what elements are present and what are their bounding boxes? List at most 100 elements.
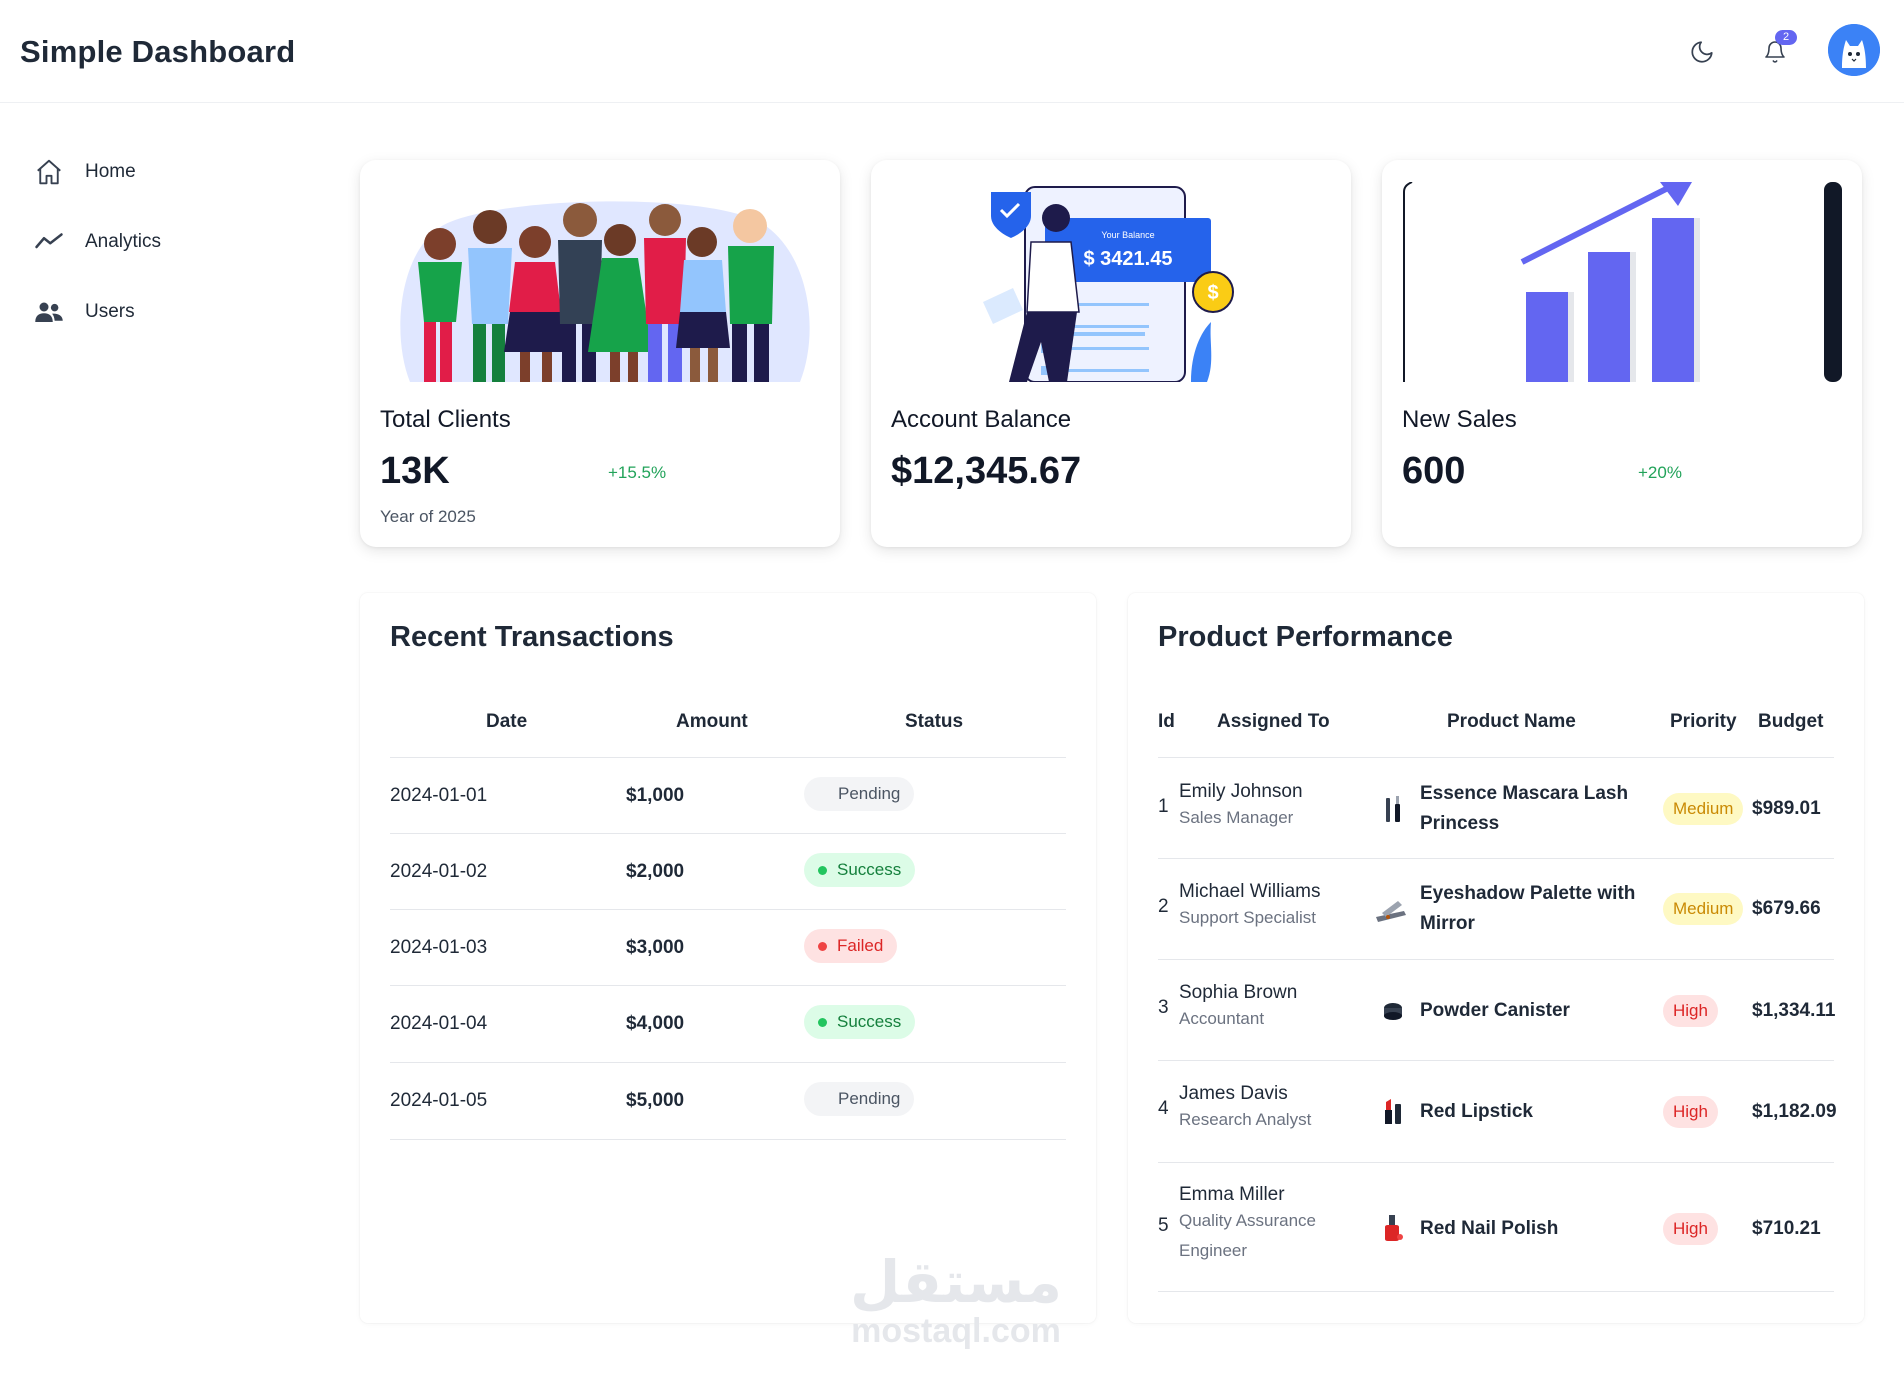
watermark-arabic: مستقل — [849, 1248, 1063, 1316]
sidebar-item-users[interactable]: Users — [32, 292, 312, 332]
clients-group-illustration — [400, 201, 810, 382]
lipstick-icon — [1385, 1099, 1401, 1124]
column-header-id[interactable]: Id — [1158, 711, 1175, 732]
total-clients-card: Total Clients 13K +15.5% Year of 2025 — [360, 160, 840, 547]
budget-value: $1,334.11 — [1752, 1000, 1836, 1021]
column-header-status[interactable]: Status — [905, 711, 964, 732]
illustration-balance-label: Your Balance — [1101, 230, 1154, 240]
trend-line-icon — [32, 225, 66, 259]
cell-amount: $4,000 — [626, 1013, 685, 1034]
cell-amount: $3,000 — [626, 937, 685, 958]
card-title: New Sales — [1402, 406, 1517, 433]
illustration-balance-value: $ 3421.45 — [1084, 248, 1173, 270]
status-badge: Pending — [804, 1082, 915, 1116]
cat-avatar-icon — [1828, 24, 1880, 76]
budget-value: $710.21 — [1752, 1218, 1821, 1239]
budget-value: $989.01 — [1752, 798, 1821, 819]
assignee-role: Quality Assurance Engineer — [1179, 1211, 1317, 1260]
column-header-date[interactable]: Date — [486, 711, 528, 732]
status-badge: Failed — [804, 929, 898, 963]
product-name: Red Lipstick — [1420, 1101, 1533, 1122]
cell-date: 2024-01-02 — [390, 861, 488, 882]
assignee-role: Accountant — [1179, 1009, 1265, 1028]
user-avatar[interactable] — [1828, 24, 1880, 76]
product-name: Powder Canister — [1420, 1000, 1570, 1021]
priority-badge: High — [1663, 995, 1718, 1027]
header-divider — [1158, 757, 1834, 758]
panel-title: Recent Transactions — [390, 621, 674, 653]
theme-toggle-button[interactable] — [1682, 32, 1722, 72]
home-icon — [32, 155, 66, 189]
eyeshadow-palette-icon — [1376, 901, 1406, 922]
cell-id: 5 — [1158, 1215, 1169, 1236]
column-header-priority[interactable]: Priority — [1670, 711, 1737, 732]
assignee-name: Emily Johnson — [1179, 781, 1303, 802]
card-subtitle: Year of 2025 — [380, 507, 476, 526]
assignee-role: Research Analyst — [1179, 1110, 1312, 1129]
assignee-name: James Davis — [1179, 1083, 1288, 1104]
priority-badge: High — [1663, 1096, 1718, 1128]
budget-value: $679.66 — [1752, 898, 1821, 919]
cell-date: 2024-01-04 — [390, 1013, 488, 1034]
product-performance-panel: Product Performance Id Assigned To Produ… — [1128, 593, 1864, 1323]
sales-bar-chart-illustration — [1402, 182, 1842, 382]
card-change: +20% — [1638, 463, 1682, 482]
powder-canister-icon — [1384, 1003, 1402, 1020]
cell-id: 1 — [1158, 796, 1169, 817]
row-divider — [390, 909, 1066, 910]
card-value: $12,345.67 — [891, 450, 1082, 492]
new-sales-card: New Sales 600 +20% — [1382, 160, 1862, 547]
header-divider — [390, 757, 1066, 758]
nail-polish-icon — [1385, 1215, 1403, 1241]
card-value: 13K — [380, 450, 450, 492]
mascara-icon — [1386, 796, 1400, 822]
svg-text:$: $ — [1207, 282, 1218, 304]
users-icon — [32, 295, 66, 329]
column-header-assigned-to[interactable]: Assigned To — [1217, 711, 1330, 732]
sidebar-item-label: Users — [85, 301, 135, 322]
cell-id: 3 — [1158, 997, 1169, 1018]
status-badge: Success — [804, 853, 916, 887]
account-balance-card: Your Balance $ 3421.45 $ Account Balance… — [871, 160, 1351, 547]
watermark-latin: mostaql.com — [851, 1312, 1061, 1350]
card-value: 600 — [1402, 450, 1466, 492]
assignee-role: Sales Manager — [1179, 808, 1294, 827]
status-badge: Pending — [804, 777, 915, 811]
priority-badge: Medium — [1663, 893, 1744, 925]
column-header-budget[interactable]: Budget — [1758, 711, 1824, 732]
row-divider — [390, 833, 1066, 834]
budget-value: $1,182.09 — [1752, 1101, 1837, 1122]
cell-date: 2024-01-03 — [390, 937, 488, 958]
assignee-name: Michael Williams — [1179, 881, 1321, 902]
sidebar-item-analytics[interactable]: Analytics — [32, 222, 312, 262]
product-name: Essence Mascara Lash Princess — [1420, 783, 1629, 834]
row-divider — [390, 1139, 1066, 1140]
cell-amount: $5,000 — [626, 1090, 685, 1111]
assignee-name: Sophia Brown — [1179, 982, 1298, 1003]
assignee-name: Emma Miller — [1179, 1184, 1285, 1205]
balance-illustration: Your Balance $ 3421.45 $ — [983, 186, 1234, 382]
panel-title: Product Performance — [1158, 621, 1453, 653]
row-divider — [1158, 1060, 1834, 1061]
cell-amount: $2,000 — [626, 861, 685, 882]
status-badge: Success — [804, 1005, 916, 1039]
watermark: مستقل mostaql.com — [836, 1250, 1076, 1348]
sidebar-item-label: Home — [85, 161, 136, 182]
card-title: Account Balance — [891, 406, 1072, 433]
sidebar-item-home[interactable]: Home — [32, 152, 312, 192]
top-header: Simple Dashboard 2 — [0, 0, 1904, 103]
priority-badge: High — [1663, 1213, 1718, 1245]
row-divider — [1158, 959, 1834, 960]
cell-amount: $1,000 — [626, 785, 685, 806]
moon-icon — [1691, 41, 1713, 63]
card-title: Total Clients — [380, 406, 511, 433]
notification-badge: 2 — [1775, 30, 1797, 45]
cell-id: 2 — [1158, 896, 1169, 917]
column-header-amount[interactable]: Amount — [676, 711, 748, 732]
sidebar-item-label: Analytics — [85, 231, 162, 252]
card-change: +15.5% — [608, 463, 667, 482]
row-divider — [1158, 1162, 1834, 1163]
cell-date: 2024-01-05 — [390, 1090, 488, 1111]
column-header-product-name[interactable]: Product Name — [1447, 711, 1576, 732]
app-title: Simple Dashboard — [20, 34, 296, 69]
